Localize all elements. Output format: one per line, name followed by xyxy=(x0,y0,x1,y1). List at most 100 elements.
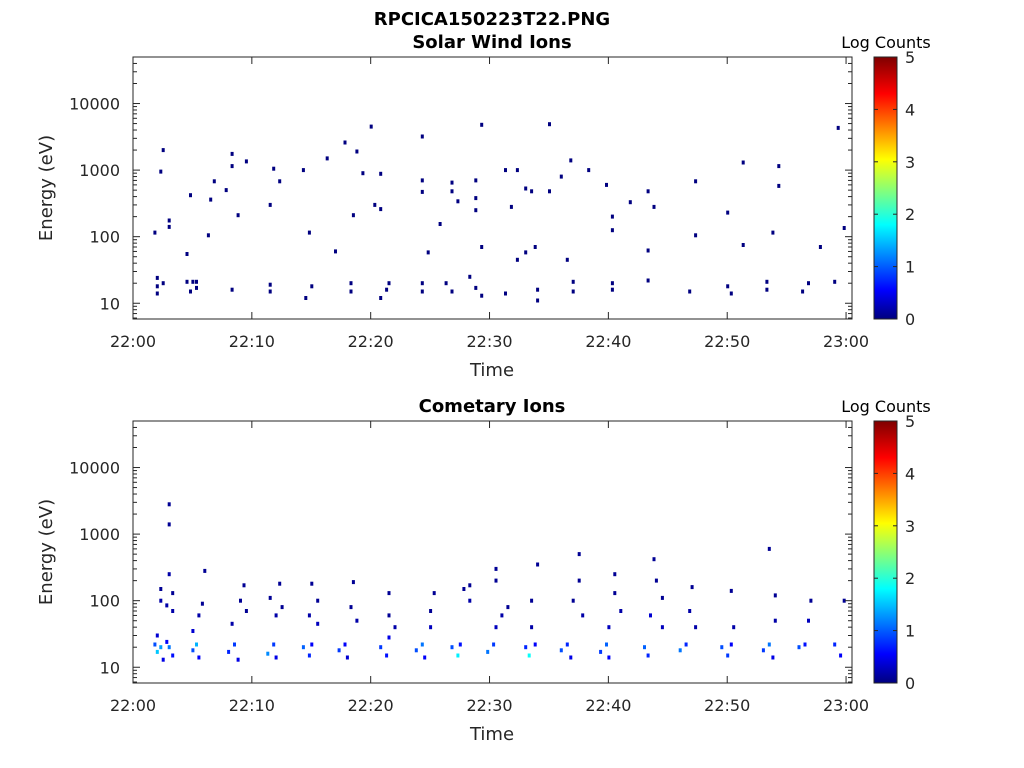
data-cell xyxy=(803,642,807,647)
data-cell xyxy=(268,202,272,207)
data-cell xyxy=(694,625,698,630)
data-cell xyxy=(607,655,611,660)
data-cell xyxy=(761,648,765,653)
data-cell xyxy=(272,642,276,647)
data-cell xyxy=(185,252,189,256)
data-cell xyxy=(450,289,454,294)
y-tick-label: 10000 xyxy=(69,95,120,114)
data-cell xyxy=(280,605,284,610)
data-cell xyxy=(833,642,837,647)
panel-title-cometary: Cometary Ions xyxy=(419,396,566,417)
data-cell xyxy=(189,193,192,198)
data-cell xyxy=(480,245,484,249)
data-cell xyxy=(450,180,454,185)
data-cell xyxy=(486,649,490,654)
data-cell xyxy=(351,580,355,585)
data-cell xyxy=(480,122,484,127)
data-cell xyxy=(654,578,658,583)
data-cell xyxy=(765,287,769,292)
data-cell xyxy=(494,566,498,571)
colorbar-tick-label: 0 xyxy=(905,310,915,329)
data-cell xyxy=(726,653,730,658)
data-cell xyxy=(613,591,617,596)
data-cell xyxy=(765,279,769,284)
data-cell xyxy=(310,284,314,289)
data-cell xyxy=(569,655,573,660)
data-cell xyxy=(310,642,314,647)
data-cell xyxy=(506,605,510,610)
data-cell xyxy=(684,642,688,647)
data-cell xyxy=(387,591,391,596)
data-cell xyxy=(244,159,248,164)
data-cell xyxy=(369,124,373,129)
data-cell xyxy=(474,178,478,183)
x-tick-label: 22:40 xyxy=(585,696,631,715)
data-cell xyxy=(334,249,337,254)
data-cell xyxy=(379,171,383,176)
data-cell xyxy=(577,552,581,557)
x-tick-label: 23:00 xyxy=(823,696,869,715)
data-cell xyxy=(450,645,454,650)
data-cell xyxy=(197,655,201,660)
data-cell xyxy=(767,546,771,551)
data-cell xyxy=(230,164,234,169)
colorbar-tick-label: 1 xyxy=(905,258,915,277)
data-cell xyxy=(494,578,498,583)
data-cell xyxy=(212,179,216,184)
data-cell xyxy=(200,601,204,606)
x-tick-label: 22:00 xyxy=(110,696,156,715)
colorbar-tick-label: 3 xyxy=(905,517,915,536)
plot-area-cometary xyxy=(133,421,852,683)
data-cell xyxy=(509,204,513,209)
data-cell xyxy=(316,621,320,626)
data-cell xyxy=(206,233,210,238)
data-cell xyxy=(438,222,442,226)
data-cell xyxy=(613,572,617,577)
data-cell xyxy=(646,278,650,283)
data-cell xyxy=(726,284,730,289)
data-cell xyxy=(153,642,157,647)
data-cell xyxy=(569,158,573,163)
data-cell xyxy=(720,645,724,650)
data-cell xyxy=(429,609,433,613)
cometary-panel: Cometary Ions 22:00 22:10 22:20 22:30 22:40 2… xyxy=(36,396,931,745)
data-cell xyxy=(771,230,775,235)
data-cell xyxy=(694,233,698,238)
y-ticks-solar-wind: 10 100 1000 10000 xyxy=(69,56,852,319)
data-cell xyxy=(268,282,272,287)
data-cell xyxy=(833,279,837,284)
data-cell xyxy=(610,228,614,233)
data-cell xyxy=(236,657,240,662)
data-cell xyxy=(345,655,349,660)
x-axis-label-cometary: Time xyxy=(469,724,514,745)
colorbar-tick-label: 4 xyxy=(905,464,915,483)
data-cell xyxy=(809,598,813,603)
colorbar-solar-wind xyxy=(873,56,898,320)
x-tick-label: 22:50 xyxy=(704,332,750,351)
plot-area-solar-wind xyxy=(133,57,852,319)
data-cell xyxy=(155,291,159,296)
x-tick-label: 22:20 xyxy=(348,696,394,715)
data-cell xyxy=(444,281,448,286)
data-cell xyxy=(524,250,528,255)
data-cell xyxy=(155,275,159,280)
data-cell xyxy=(536,298,540,303)
data-cell xyxy=(420,178,424,183)
data-cell xyxy=(420,289,424,294)
data-cell xyxy=(726,210,730,215)
data-cell xyxy=(161,281,165,286)
data-cell xyxy=(167,645,171,650)
data-cell xyxy=(688,609,692,613)
x-tick-label: 22:30 xyxy=(466,696,512,715)
data-cell xyxy=(161,657,165,662)
y-tick-label: 1000 xyxy=(79,161,120,180)
data-cell xyxy=(450,189,454,194)
data-cell xyxy=(236,213,240,218)
data-cell xyxy=(266,651,270,656)
data-cell xyxy=(729,291,733,296)
data-cell xyxy=(515,168,519,173)
data-cell xyxy=(387,613,391,618)
data-cell xyxy=(565,642,569,647)
data-cell xyxy=(660,595,664,600)
data-cell xyxy=(343,642,347,647)
